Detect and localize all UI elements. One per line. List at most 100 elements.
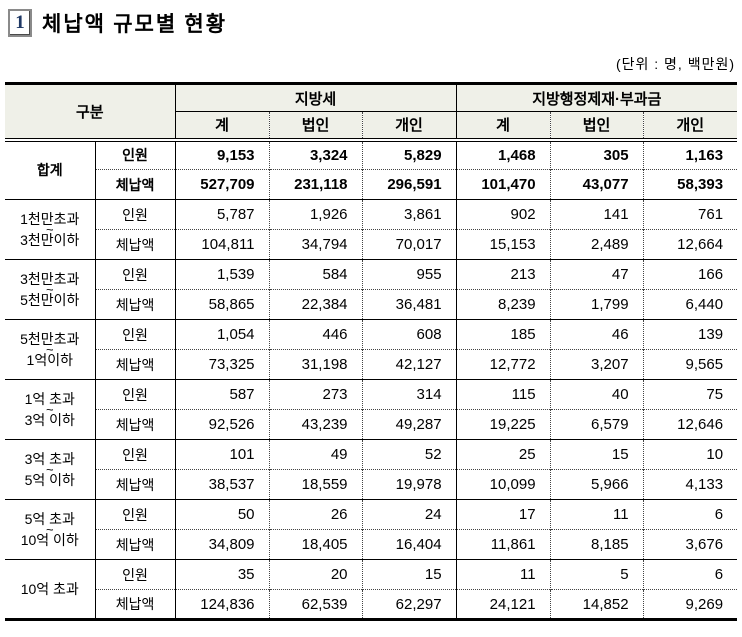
value-cell: 9,269	[642, 589, 738, 620]
row-group-label-line: 3천만이하	[20, 231, 80, 248]
value-cell: 4,133	[642, 469, 738, 500]
metric-label: 인원	[94, 379, 176, 410]
metric-label: 인원	[94, 439, 176, 470]
value-cell: 1,539	[174, 259, 270, 290]
table-row: 체납액 124,836 62,539 62,297 24,121 14,852 9,269	[5, 589, 738, 620]
row-group-label-line: 10억 초과	[20, 580, 79, 597]
value-cell: 1,926	[268, 199, 363, 230]
page-title: 1 체납액 규모별 현황	[8, 8, 737, 38]
value-cell: 5,829	[361, 139, 457, 170]
table-row: 체납액 58,865 22,384 36,481 8,239 1,799 6,440	[5, 289, 738, 320]
row-group-label-line: 1천만초과	[20, 210, 80, 227]
value-cell: 584	[268, 259, 363, 290]
value-cell: 8,239	[455, 289, 551, 320]
value-cell: 8,185	[549, 529, 644, 560]
row-group-label: 10억 초과	[5, 559, 95, 620]
row-group-label-line: 1억이하	[26, 351, 73, 368]
metric-label: 인원	[94, 559, 176, 590]
header-subcolumn: 계	[174, 111, 270, 142]
value-cell: 1,799	[549, 289, 644, 320]
unit-note: (단위 : 명, 백만원)	[615, 56, 735, 72]
value-cell: 11	[549, 499, 644, 530]
metric-label: 인원	[94, 199, 176, 230]
value-cell: 24,121	[455, 589, 551, 620]
metric-label: 체납액	[94, 229, 176, 260]
value-cell: 43,077	[549, 169, 644, 200]
value-cell: 296,591	[361, 169, 457, 200]
value-cell: 9,153	[174, 139, 270, 170]
value-cell: 3,207	[549, 349, 644, 380]
metric-label: 체납액	[94, 529, 176, 560]
value-cell: 9,565	[642, 349, 738, 380]
table-row: 3억 초과 ~5억 이하 인원 101 49 52 25 15 10	[5, 439, 738, 500]
row-group-label-line: 5억 이하	[24, 471, 75, 488]
table-row: 3천만초과 ~5천만이하 인원 1,539 584 955 213 47 166	[5, 259, 738, 320]
value-cell: 50	[174, 499, 270, 530]
value-cell: 31,198	[268, 349, 363, 380]
metric-label: 체납액	[94, 169, 176, 200]
value-cell: 14,852	[549, 589, 644, 620]
value-cell: 6	[642, 499, 738, 530]
value-cell: 43,239	[268, 409, 363, 440]
value-cell: 70,017	[361, 229, 457, 260]
metric-label: 인원	[94, 499, 176, 530]
row-group-label-line: 3억 이하	[24, 411, 75, 428]
value-cell: 10,099	[455, 469, 551, 500]
value-cell: 35	[174, 559, 270, 590]
range-tilde: ~	[45, 401, 54, 417]
value-cell: 185	[455, 319, 551, 350]
value-cell: 3,861	[361, 199, 457, 230]
metric-label: 인원	[94, 139, 176, 170]
value-cell: 12,646	[642, 409, 738, 440]
header-group-row: 구분 지방세 지방행정제재·부과금	[5, 83, 738, 142]
header-subcolumn: 계	[455, 111, 551, 142]
value-cell: 22,384	[268, 289, 363, 320]
value-cell: 49,287	[361, 409, 457, 440]
value-cell: 3,676	[642, 529, 738, 560]
header-subcolumn: 개인	[361, 111, 457, 142]
value-cell: 62,297	[361, 589, 457, 620]
header-subcolumn: 개인	[642, 111, 738, 142]
range-tilde: ~	[45, 281, 54, 297]
range-tilde: ~	[45, 341, 54, 357]
value-cell: 231,118	[268, 169, 363, 200]
value-cell: 314	[361, 379, 457, 410]
arrears-table: 구분 지방세 지방행정제재·부과금 계 법인 개인 계 법인 개인 합계 인원 9,153 3,324…	[5, 82, 738, 621]
row-group-label-line: 5억 초과	[24, 510, 75, 527]
row-group-label-line: 10억 이하	[20, 531, 79, 548]
table-row: 체납액 34,809 18,405 16,404 11,861 8,185 3,676	[5, 529, 738, 560]
value-cell: 17	[455, 499, 551, 530]
table-row: 5천만초과 ~1억이하 인원 1,054 446 608 185 46 139	[5, 319, 738, 380]
row-group-label-line: 1억 초과	[24, 390, 75, 407]
value-cell: 62,539	[268, 589, 363, 620]
header-subcolumn: 법인	[268, 111, 363, 142]
value-cell: 92,526	[174, 409, 270, 440]
value-cell: 34,794	[268, 229, 363, 260]
row-group-label: 1천만초과 ~3천만이하	[5, 199, 95, 260]
value-cell: 18,405	[268, 529, 363, 560]
row-group-label: 합계	[5, 139, 95, 200]
value-cell: 46	[549, 319, 644, 350]
value-cell: 139	[642, 319, 738, 350]
value-cell: 902	[455, 199, 551, 230]
metric-label: 인원	[94, 319, 176, 350]
value-cell: 608	[361, 319, 457, 350]
table-row: 체납액 73,325 31,198 42,127 12,772 3,207 9,565	[5, 349, 738, 380]
value-cell: 5	[549, 559, 644, 590]
value-cell: 527,709	[174, 169, 270, 200]
value-cell: 6,579	[549, 409, 644, 440]
value-cell: 58,393	[642, 169, 738, 200]
header-group-admin-charges: 지방행정제재·부과금	[455, 83, 738, 112]
value-cell: 446	[268, 319, 363, 350]
value-cell: 1,163	[642, 139, 738, 170]
value-cell: 955	[361, 259, 457, 290]
value-cell: 10	[642, 439, 738, 470]
row-group-label: 5억 초과 ~10억 이하	[5, 499, 95, 560]
table-row: 1천만초과 ~3천만이하 인원 5,787 1,926 3,861 902 141 761	[5, 199, 738, 260]
page-title-text: 체납액 규모별 현황	[42, 12, 228, 36]
table-row: 5억 초과 ~10억 이하 인원 50 26 24 17 11 6	[5, 499, 738, 560]
table-body: 합계 인원 9,153 3,324 5,829 1,468 305 1,163 체납액 527,7…	[5, 139, 738, 620]
range-tilde: ~	[45, 461, 54, 477]
value-cell: 40	[549, 379, 644, 410]
value-cell: 115	[455, 379, 551, 410]
